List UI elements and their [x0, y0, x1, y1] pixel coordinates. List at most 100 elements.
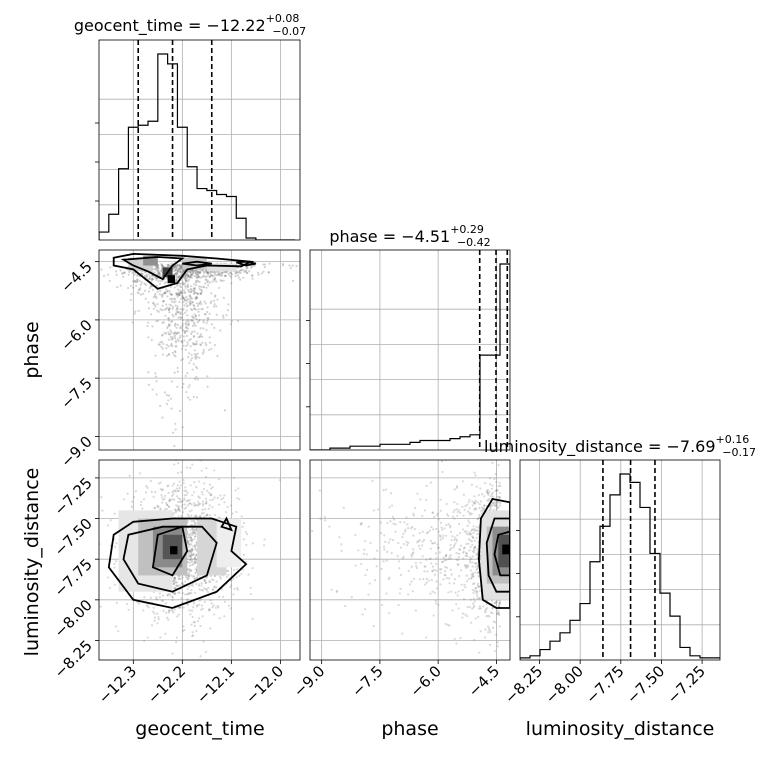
sample-point	[174, 272, 177, 275]
sample-point	[204, 302, 207, 305]
sample-point	[146, 636, 149, 639]
scatter-lum-vs-phase	[311, 460, 502, 654]
sample-point	[198, 271, 202, 275]
sample-point	[436, 546, 440, 549]
sample-point	[439, 498, 442, 501]
sample-point	[177, 578, 180, 581]
sample-point	[368, 582, 371, 585]
sample-point	[201, 341, 204, 344]
sample-point	[185, 299, 189, 303]
sample-point	[207, 317, 210, 320]
sample-point	[185, 576, 188, 579]
sample-point	[493, 503, 496, 507]
ytick-label-lum-2: −7.75	[51, 555, 96, 600]
sample-point	[451, 535, 454, 538]
sample-point	[295, 265, 298, 268]
sample-point	[194, 547, 197, 550]
sample-point	[173, 354, 176, 357]
sample-point	[390, 492, 393, 495]
sample-point	[192, 621, 195, 624]
sample-point	[176, 311, 179, 314]
sample-point	[194, 324, 197, 327]
sample-point	[245, 533, 249, 536]
sample-point	[192, 602, 195, 605]
sample-point	[178, 282, 181, 285]
sample-point	[175, 495, 179, 498]
sample-point	[189, 592, 192, 595]
sample-point	[197, 276, 200, 279]
sample-point	[179, 317, 182, 320]
sample-point	[126, 286, 130, 290]
sample-point	[473, 546, 477, 549]
sample-point	[173, 444, 176, 447]
sample-point	[184, 273, 188, 276]
sample-point	[150, 285, 153, 288]
sample-point	[210, 487, 213, 490]
sample-point	[454, 542, 457, 545]
sample-point	[431, 565, 434, 568]
sample-point	[410, 555, 413, 558]
sample-point	[412, 577, 415, 581]
sample-point	[461, 612, 465, 615]
sample-point	[205, 275, 208, 278]
sample-point	[193, 480, 196, 484]
sample-point	[195, 268, 198, 272]
sample-point	[193, 287, 196, 290]
sample-point	[190, 272, 193, 275]
sample-point	[189, 290, 192, 293]
sample-point	[196, 279, 199, 282]
sample-point	[457, 590, 460, 593]
sample-point	[462, 514, 465, 517]
sample-point	[207, 348, 211, 351]
sample-point	[160, 340, 164, 343]
sample-point	[330, 588, 333, 591]
sample-point	[162, 300, 166, 303]
sample-point	[212, 604, 215, 607]
sample-point	[340, 543, 343, 546]
sample-point	[177, 339, 180, 343]
sample-point	[200, 291, 203, 294]
sample-point	[236, 271, 240, 274]
sample-point	[213, 343, 216, 347]
sample-point	[175, 267, 178, 270]
sample-point	[143, 639, 146, 642]
sample-point	[187, 578, 190, 581]
sample-point	[206, 271, 209, 274]
sample-point	[189, 271, 192, 274]
sample-point	[202, 321, 205, 324]
sample-point	[430, 525, 433, 529]
sample-point	[190, 569, 193, 572]
sample-point	[190, 547, 193, 550]
sample-point	[184, 299, 187, 302]
sample-point	[190, 269, 193, 273]
sample-point	[198, 285, 201, 288]
sample-point	[193, 323, 196, 326]
sample-point	[182, 296, 185, 299]
sample-point	[181, 294, 184, 298]
sample-point	[413, 528, 416, 531]
sample-point	[180, 597, 183, 600]
sample-point	[210, 578, 214, 581]
sample-point	[172, 301, 175, 304]
sample-point	[197, 276, 200, 279]
sample-point	[169, 344, 173, 347]
contour-outer-lum-vs-geocent	[107, 517, 248, 609]
sample-point	[380, 603, 384, 607]
sample-point	[177, 316, 180, 319]
sample-point	[180, 271, 183, 274]
sample-point	[208, 281, 211, 284]
sample-point	[201, 589, 204, 592]
sample-point	[434, 552, 438, 555]
sample-point	[422, 577, 425, 581]
sample-point	[187, 290, 191, 293]
sample-point	[191, 316, 194, 319]
sample-point	[132, 286, 135, 289]
sample-point	[443, 573, 446, 577]
sample-point	[197, 495, 200, 498]
sample-point	[175, 326, 178, 329]
sample-point	[173, 593, 177, 596]
sample-point	[187, 289, 190, 292]
sample-point	[195, 295, 198, 299]
sample-point	[207, 491, 211, 494]
sample-point	[209, 274, 213, 277]
